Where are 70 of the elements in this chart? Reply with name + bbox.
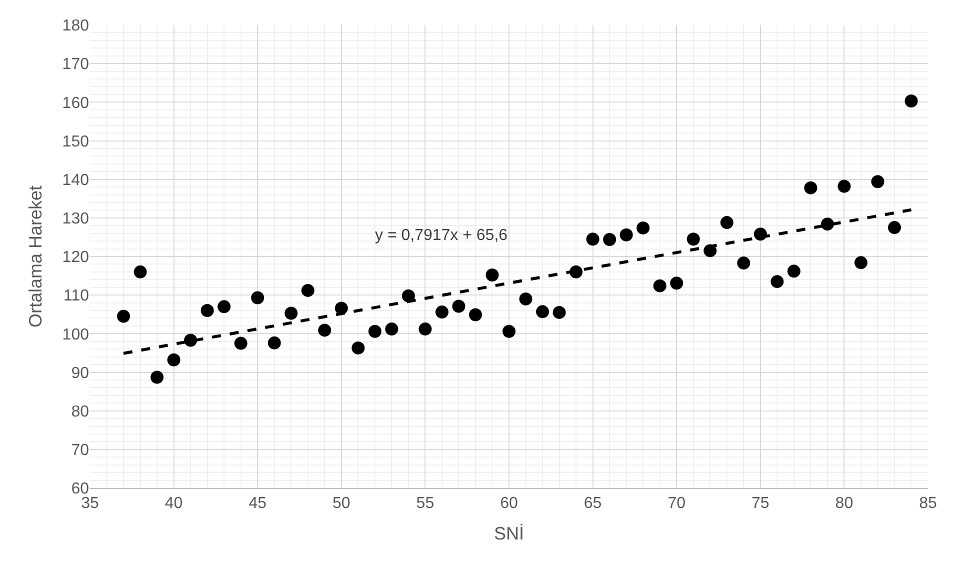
- point: [200, 304, 214, 318]
- point: [167, 353, 180, 366]
- point: [854, 256, 868, 270]
- y-tick-label: 150: [62, 133, 90, 150]
- y-tick-label: 110: [63, 288, 90, 305]
- point: [468, 308, 482, 322]
- point: [134, 265, 147, 278]
- y-tick-label: 130: [62, 210, 90, 228]
- point: [787, 264, 800, 278]
- point: [251, 291, 264, 304]
- point: [368, 324, 382, 338]
- x-tick-label: 75: [752, 495, 770, 512]
- point: [184, 334, 198, 347]
- y-tick-label: 70: [71, 442, 90, 460]
- point: [804, 181, 818, 194]
- x-tick-label: 40: [164, 495, 183, 512]
- x-tick-label: 70: [668, 495, 686, 512]
- x-tick-label: 60: [500, 495, 518, 512]
- point: [452, 300, 466, 313]
- point: [418, 322, 432, 336]
- point: [318, 324, 332, 337]
- y-tick-label: 80: [71, 403, 90, 420]
- point: [218, 300, 231, 314]
- point: [586, 232, 600, 246]
- point: [385, 322, 398, 336]
- point: [117, 310, 130, 323]
- point: [519, 292, 532, 306]
- point: [686, 232, 700, 246]
- x-tick-label: 55: [416, 495, 434, 512]
- x-tick-label: 45: [248, 495, 267, 512]
- x-axis-title: SNİ: [494, 523, 524, 544]
- y-axis-title: Ortalama Hareket: [25, 185, 46, 328]
- point: [620, 228, 633, 242]
- point: [770, 275, 784, 288]
- point: [502, 324, 516, 338]
- point: [888, 221, 901, 234]
- point: [486, 268, 499, 282]
- point: [552, 306, 566, 319]
- point: [603, 233, 616, 246]
- annotation: y = 0,7917x + 65,6: [375, 227, 508, 244]
- point: [150, 370, 164, 384]
- x-tick-label: 80: [835, 495, 854, 512]
- point: [284, 306, 298, 320]
- y-tick-label: 180: [62, 18, 90, 35]
- point: [301, 284, 314, 297]
- point: [653, 279, 666, 292]
- y-tick-label: 90: [71, 364, 90, 382]
- point: [737, 256, 750, 270]
- point: [670, 276, 684, 290]
- x-tick-label: 50: [332, 495, 350, 512]
- point: [820, 218, 834, 231]
- point: [234, 336, 248, 350]
- point: [268, 336, 281, 350]
- point: [720, 216, 734, 230]
- y-tick-label: 120: [62, 249, 90, 266]
- y-tick-label: 160: [62, 94, 90, 112]
- y-tick-label: 60: [71, 480, 90, 498]
- x-tick-label: 35: [81, 495, 99, 512]
- point: [536, 305, 550, 318]
- x-tick-label: 65: [584, 495, 602, 512]
- point: [838, 180, 851, 193]
- y-tick-label: 170: [62, 56, 90, 74]
- point: [871, 175, 884, 188]
- point: [636, 221, 650, 234]
- point: [352, 341, 365, 354]
- point: [904, 94, 918, 108]
- y-tick-label: 100: [62, 326, 90, 344]
- x-tick-label: 85: [919, 495, 937, 512]
- y-tick-label: 140: [62, 172, 90, 189]
- point: [435, 306, 448, 319]
